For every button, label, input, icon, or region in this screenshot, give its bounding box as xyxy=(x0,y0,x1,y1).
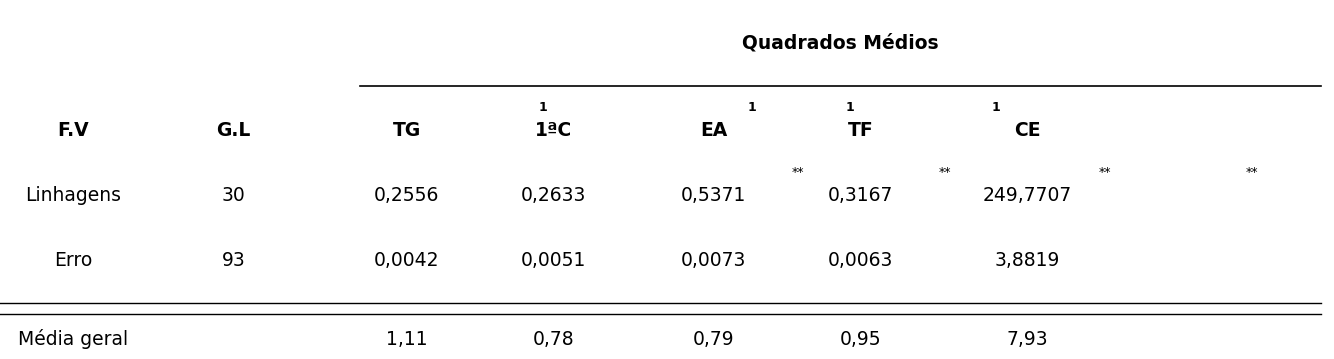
Text: 0,3167: 0,3167 xyxy=(827,186,894,205)
Text: 0,0073: 0,0073 xyxy=(680,251,747,270)
Text: F.V: F.V xyxy=(57,121,89,140)
Text: TF: TF xyxy=(847,121,874,140)
Text: 30: 30 xyxy=(221,186,245,205)
Text: 0,79: 0,79 xyxy=(692,330,735,349)
Text: 1: 1 xyxy=(538,101,547,114)
Text: CE: CE xyxy=(1014,121,1041,140)
Text: 0,0063: 0,0063 xyxy=(827,251,894,270)
Text: 249,7707: 249,7707 xyxy=(983,186,1071,205)
Text: TG: TG xyxy=(392,121,422,140)
Text: 0,95: 0,95 xyxy=(839,330,882,349)
Text: **: ** xyxy=(938,166,951,179)
Text: 0,2556: 0,2556 xyxy=(374,186,440,205)
Text: 0,2633: 0,2633 xyxy=(520,186,587,205)
Text: Linhagens: Linhagens xyxy=(25,186,121,205)
Text: G.L: G.L xyxy=(216,121,251,140)
Text: 1: 1 xyxy=(846,101,854,114)
Text: 3,8819: 3,8819 xyxy=(994,251,1061,270)
Text: Erro: Erro xyxy=(55,251,92,270)
Text: 0,0042: 0,0042 xyxy=(374,251,440,270)
Text: 1,11: 1,11 xyxy=(386,330,428,349)
Text: 1: 1 xyxy=(748,101,756,114)
Text: 7,93: 7,93 xyxy=(1006,330,1049,349)
Text: 0,78: 0,78 xyxy=(532,330,575,349)
Text: Média geral: Média geral xyxy=(19,328,128,349)
Text: **: ** xyxy=(1246,166,1258,179)
Text: 93: 93 xyxy=(221,251,245,270)
Text: Quadrados Médios: Quadrados Médios xyxy=(742,34,939,52)
Text: 1ªC: 1ªC xyxy=(535,121,572,140)
Text: 0,5371: 0,5371 xyxy=(680,186,747,205)
Text: **: ** xyxy=(1099,166,1111,179)
Text: **: ** xyxy=(792,166,804,179)
Text: EA: EA xyxy=(700,121,727,140)
Text: 0,0051: 0,0051 xyxy=(520,251,587,270)
Text: 1: 1 xyxy=(992,101,1000,114)
